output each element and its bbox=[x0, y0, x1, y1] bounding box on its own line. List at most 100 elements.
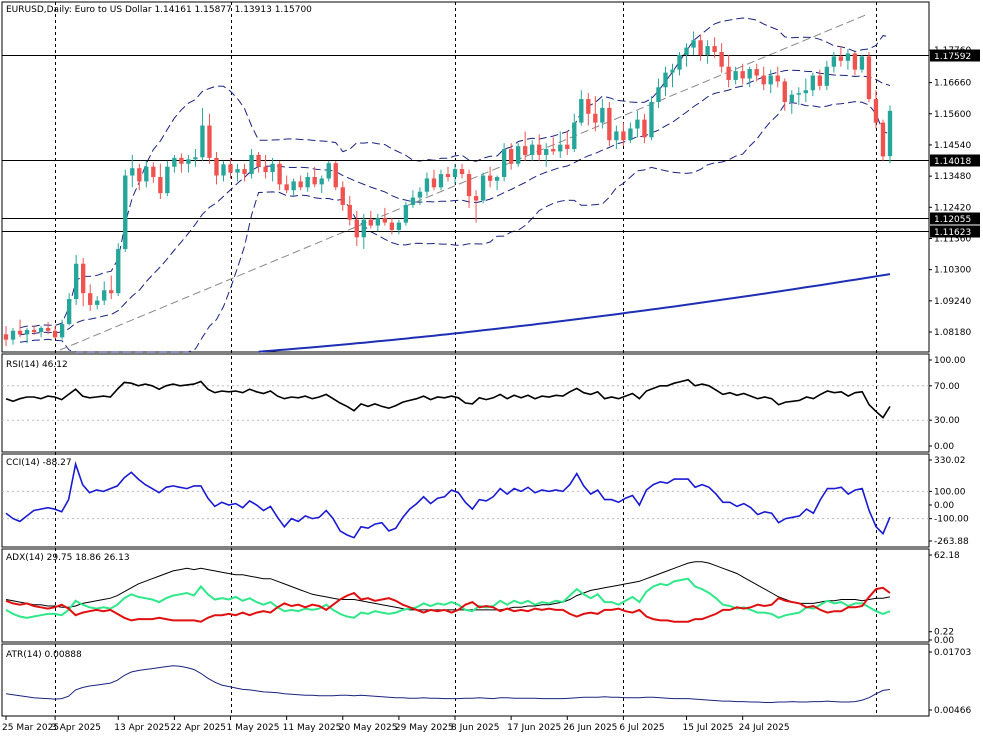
candle-body bbox=[880, 122, 886, 157]
candle-body bbox=[305, 177, 310, 188]
candle-body bbox=[740, 71, 745, 79]
candle-body bbox=[600, 107, 605, 123]
candle-body bbox=[438, 174, 444, 188]
candle-body bbox=[838, 56, 844, 61]
candle-body bbox=[733, 71, 738, 80]
y-tick-label: 1.14540 bbox=[934, 141, 971, 151]
candle-body bbox=[102, 290, 107, 301]
candle-body bbox=[137, 168, 142, 182]
candle-body bbox=[845, 53, 851, 61]
trend-line bbox=[59, 13, 869, 351]
candle-body bbox=[66, 299, 72, 325]
candle-body bbox=[480, 175, 486, 201]
y-tick-label: -263.88 bbox=[934, 537, 969, 547]
atr-panel-title: ATR(14) 0.00888 bbox=[6, 650, 82, 660]
candle-body bbox=[80, 263, 86, 294]
x-date-label: 29 May 2025 bbox=[395, 723, 454, 733]
candle-body bbox=[508, 149, 514, 164]
candle-body bbox=[431, 178, 437, 188]
level-label-bg bbox=[930, 225, 980, 238]
level-label-bg bbox=[930, 212, 980, 225]
x-date-label: 17 Jun 2025 bbox=[507, 723, 561, 733]
rsi-panel-title: RSI(14) 46.12 bbox=[6, 360, 68, 370]
candle-body bbox=[677, 54, 682, 70]
candle-body bbox=[831, 56, 837, 67]
price-panel-title: EURUSD,Daily: Euro to US Dollar 1.14161 … bbox=[6, 5, 312, 15]
y-tick-label: 100.00 bbox=[934, 356, 966, 366]
level-label: 1.12055 bbox=[934, 215, 971, 225]
y-tick-label: 0.01703 bbox=[934, 648, 971, 658]
adx-panel-title: ADX(14) 29.75 18.86 26.13 bbox=[6, 553, 130, 563]
candle-body bbox=[810, 75, 816, 91]
candle-body bbox=[3, 334, 9, 340]
candle-body bbox=[635, 119, 640, 129]
level-label-bg bbox=[930, 154, 980, 167]
candle-body bbox=[501, 149, 507, 177]
candle-body bbox=[263, 166, 268, 172]
y-tick-label: 1.15600 bbox=[934, 110, 971, 120]
candle-body bbox=[165, 166, 170, 194]
candle-body bbox=[824, 66, 830, 86]
bollinger-lower bbox=[19, 101, 891, 353]
y-tick-label: 0.00 bbox=[934, 636, 954, 646]
candle-body bbox=[649, 102, 654, 138]
y-tick-label: 0.22 bbox=[934, 628, 954, 638]
candle-body bbox=[186, 159, 191, 164]
candle-body bbox=[789, 94, 794, 102]
x-date-label: 22 Apr 2025 bbox=[170, 723, 226, 733]
candle-body bbox=[796, 93, 801, 95]
candle-body bbox=[747, 69, 752, 79]
candle-body bbox=[628, 128, 633, 141]
y-tick-label: -100.00 bbox=[934, 515, 969, 525]
candle-body bbox=[522, 146, 528, 155]
candle-body bbox=[698, 40, 703, 55]
candle-body bbox=[347, 204, 352, 220]
panel-atr bbox=[1, 643, 930, 717]
level-label: 1.11623 bbox=[934, 228, 971, 238]
candle-body bbox=[179, 157, 184, 164]
candle-body bbox=[445, 174, 451, 177]
candle-body bbox=[326, 163, 331, 179]
panel-frames bbox=[1, 1, 930, 717]
candle-body bbox=[494, 177, 500, 181]
candles bbox=[3, 31, 893, 347]
rsi-line bbox=[5, 378, 891, 419]
y-tick-label: 1.16660 bbox=[934, 79, 971, 89]
candle-body bbox=[586, 99, 591, 114]
candle-body bbox=[130, 168, 135, 176]
candle-body bbox=[726, 66, 731, 80]
y-tick-label: 1.17760 bbox=[934, 46, 971, 56]
y-tick-label: 62.18 bbox=[934, 551, 960, 561]
vertical-separators bbox=[55, 2, 877, 716]
candle-body bbox=[17, 330, 23, 335]
horizontal-levels[interactable]: 1.17592 1.14018 1.12055 1.11623 bbox=[2, 49, 980, 239]
candle-body bbox=[621, 131, 626, 141]
y-tick-label: 0.00466 bbox=[934, 706, 971, 716]
candle-body bbox=[719, 52, 724, 67]
panel-adx bbox=[1, 548, 930, 643]
trend-line-dashed bbox=[59, 13, 869, 351]
candle-body bbox=[537, 144, 542, 155]
candle-body bbox=[242, 169, 247, 175]
candle-body bbox=[319, 178, 324, 185]
candle-body bbox=[375, 218, 381, 226]
candle-body bbox=[859, 56, 865, 70]
candle-body bbox=[817, 75, 823, 86]
candle-body bbox=[761, 75, 766, 85]
candle-body bbox=[389, 222, 395, 230]
y-tick-label: 70.00 bbox=[934, 382, 960, 392]
candle-body bbox=[579, 99, 584, 123]
candle-body bbox=[235, 169, 240, 173]
candle-body bbox=[396, 222, 402, 230]
y-tick-label: 1.08180 bbox=[934, 328, 971, 338]
level-label-bg bbox=[930, 49, 980, 62]
x-date-label: 3 Apr 2025 bbox=[51, 723, 101, 733]
candle-body bbox=[109, 290, 114, 294]
candle-body bbox=[670, 69, 675, 73]
candle-body bbox=[410, 197, 416, 205]
bollinger-upper bbox=[19, 17, 891, 329]
panel-titles: EURUSD,Daily: Euro to US Dollar 1.14161 … bbox=[6, 5, 312, 660]
candle-body bbox=[340, 187, 345, 205]
candle-body bbox=[249, 154, 254, 175]
